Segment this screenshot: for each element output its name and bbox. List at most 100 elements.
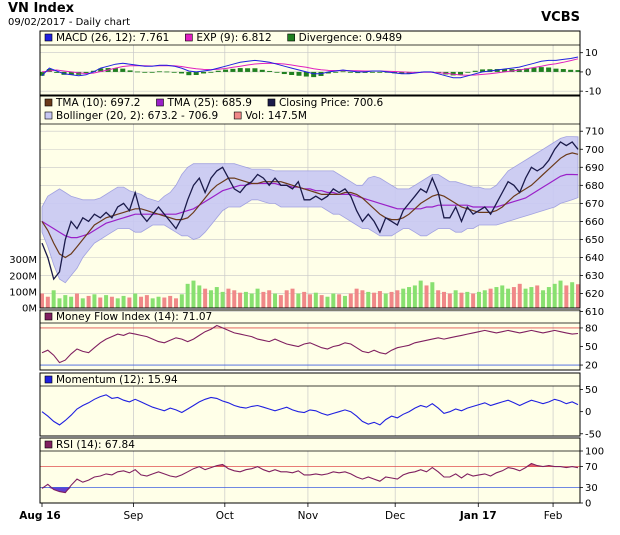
divergence-bar xyxy=(377,71,383,73)
volume-bar xyxy=(214,287,219,308)
volume-bar xyxy=(342,295,347,308)
volume-bar xyxy=(51,290,56,308)
volume-bar xyxy=(162,297,167,308)
divergence-bar xyxy=(480,69,486,72)
volume-bar xyxy=(104,295,109,308)
volume-bar xyxy=(395,290,400,308)
legend-swatch xyxy=(44,33,53,42)
volume-bar xyxy=(127,297,132,308)
divergence-bar xyxy=(54,71,60,73)
panel-macd xyxy=(39,30,581,96)
volume-bar xyxy=(133,293,138,308)
y-tick-label: 660 xyxy=(585,217,604,228)
divergence-bar xyxy=(171,71,177,73)
divergence-bar xyxy=(568,69,574,72)
volume-bar xyxy=(488,288,493,308)
volume-bar xyxy=(511,287,516,308)
volume-bar xyxy=(482,290,487,308)
y-tick-label: 670 xyxy=(585,199,604,210)
divergence-bar xyxy=(186,71,192,76)
divergence-bar xyxy=(325,71,331,74)
divergence-bar xyxy=(39,71,45,76)
volume-bar xyxy=(174,298,178,308)
legend-label: Momentum (12): 15.94 xyxy=(56,374,178,386)
volume-bar xyxy=(313,292,318,308)
volume-tick-label: 100M xyxy=(9,287,37,298)
panel-mfi xyxy=(39,309,581,371)
volume-bar xyxy=(471,293,476,308)
divergence-bar xyxy=(149,71,155,73)
y-tick-label: 680 xyxy=(585,181,604,192)
closing-price-line xyxy=(41,141,579,281)
divergence-bar xyxy=(538,67,544,72)
macd-line xyxy=(41,56,579,79)
x-tick-label: Nov xyxy=(298,510,319,522)
panel-frame xyxy=(39,95,581,309)
legend-swatch xyxy=(44,440,53,449)
divergence-bar xyxy=(553,68,559,72)
y-tick-label: 10 xyxy=(585,48,598,59)
divergence-bar xyxy=(347,71,353,73)
volume-bar xyxy=(459,292,464,308)
y-tick-label: 0 xyxy=(585,499,591,510)
x-tick-label: Aug 16 xyxy=(19,510,60,522)
volume-bar xyxy=(412,285,417,308)
volume-bar xyxy=(401,288,406,308)
volume-bar xyxy=(92,294,97,308)
volume-bar xyxy=(191,280,196,308)
volume-tick-label: 200M xyxy=(9,271,37,282)
divergence-bar xyxy=(355,71,361,74)
x-tick-label: Feb xyxy=(544,510,563,522)
volume-bar xyxy=(273,293,278,308)
divergence-bar xyxy=(333,71,339,73)
y-tick-label: 610 xyxy=(585,307,604,318)
volume-bar xyxy=(208,290,213,308)
divergence-bar xyxy=(502,69,508,72)
volume-bar xyxy=(86,295,91,308)
volume-bar xyxy=(319,295,324,308)
y-tick-label: 0 xyxy=(585,407,591,418)
volume-bar xyxy=(63,295,68,308)
volume-bar xyxy=(517,283,522,308)
divergence-bar xyxy=(303,71,309,77)
volume-bar xyxy=(261,291,266,308)
volume-bar xyxy=(249,293,254,308)
volume-bar xyxy=(377,291,382,308)
volume-bar xyxy=(476,291,481,308)
volume-bar xyxy=(179,294,184,308)
volume-bar xyxy=(296,293,301,308)
y-tick-label: 70 xyxy=(585,462,598,473)
volume-bar xyxy=(564,285,569,308)
volume-bar xyxy=(529,287,534,308)
divergence-bar xyxy=(252,68,258,72)
divergence-bar xyxy=(230,68,236,72)
divergence-bar xyxy=(142,71,148,73)
volume-bar xyxy=(389,291,394,308)
divergence-bar xyxy=(362,71,368,73)
y-tick-label: 710 xyxy=(585,127,604,138)
divergence-bar xyxy=(340,71,346,73)
volume-bar xyxy=(535,285,540,308)
volume-bar xyxy=(80,298,85,308)
legend-swatch xyxy=(185,33,193,42)
legend-label: Closing Price: 700.6 xyxy=(279,97,384,109)
panel-frame xyxy=(39,309,581,371)
volume-bar xyxy=(185,283,190,308)
divergence-bar xyxy=(245,68,251,72)
legend-label: Divergence: 0.9489 xyxy=(299,32,402,44)
x-tick-label: Sep xyxy=(124,510,144,522)
panel-momentum xyxy=(39,372,581,437)
panel-frame xyxy=(39,372,581,437)
divergence-bar xyxy=(274,71,280,73)
volume-bar xyxy=(424,285,429,308)
y-tick-label: 630 xyxy=(585,271,604,282)
volume-bar xyxy=(74,293,79,308)
divergence-bar xyxy=(46,69,52,72)
volume-bar xyxy=(331,293,336,308)
divergence-bar xyxy=(127,70,133,72)
legend-swatch xyxy=(44,375,53,384)
divergence-bar xyxy=(134,71,140,73)
volume-bar xyxy=(121,295,126,308)
x-tick-label: Oct xyxy=(216,510,234,522)
